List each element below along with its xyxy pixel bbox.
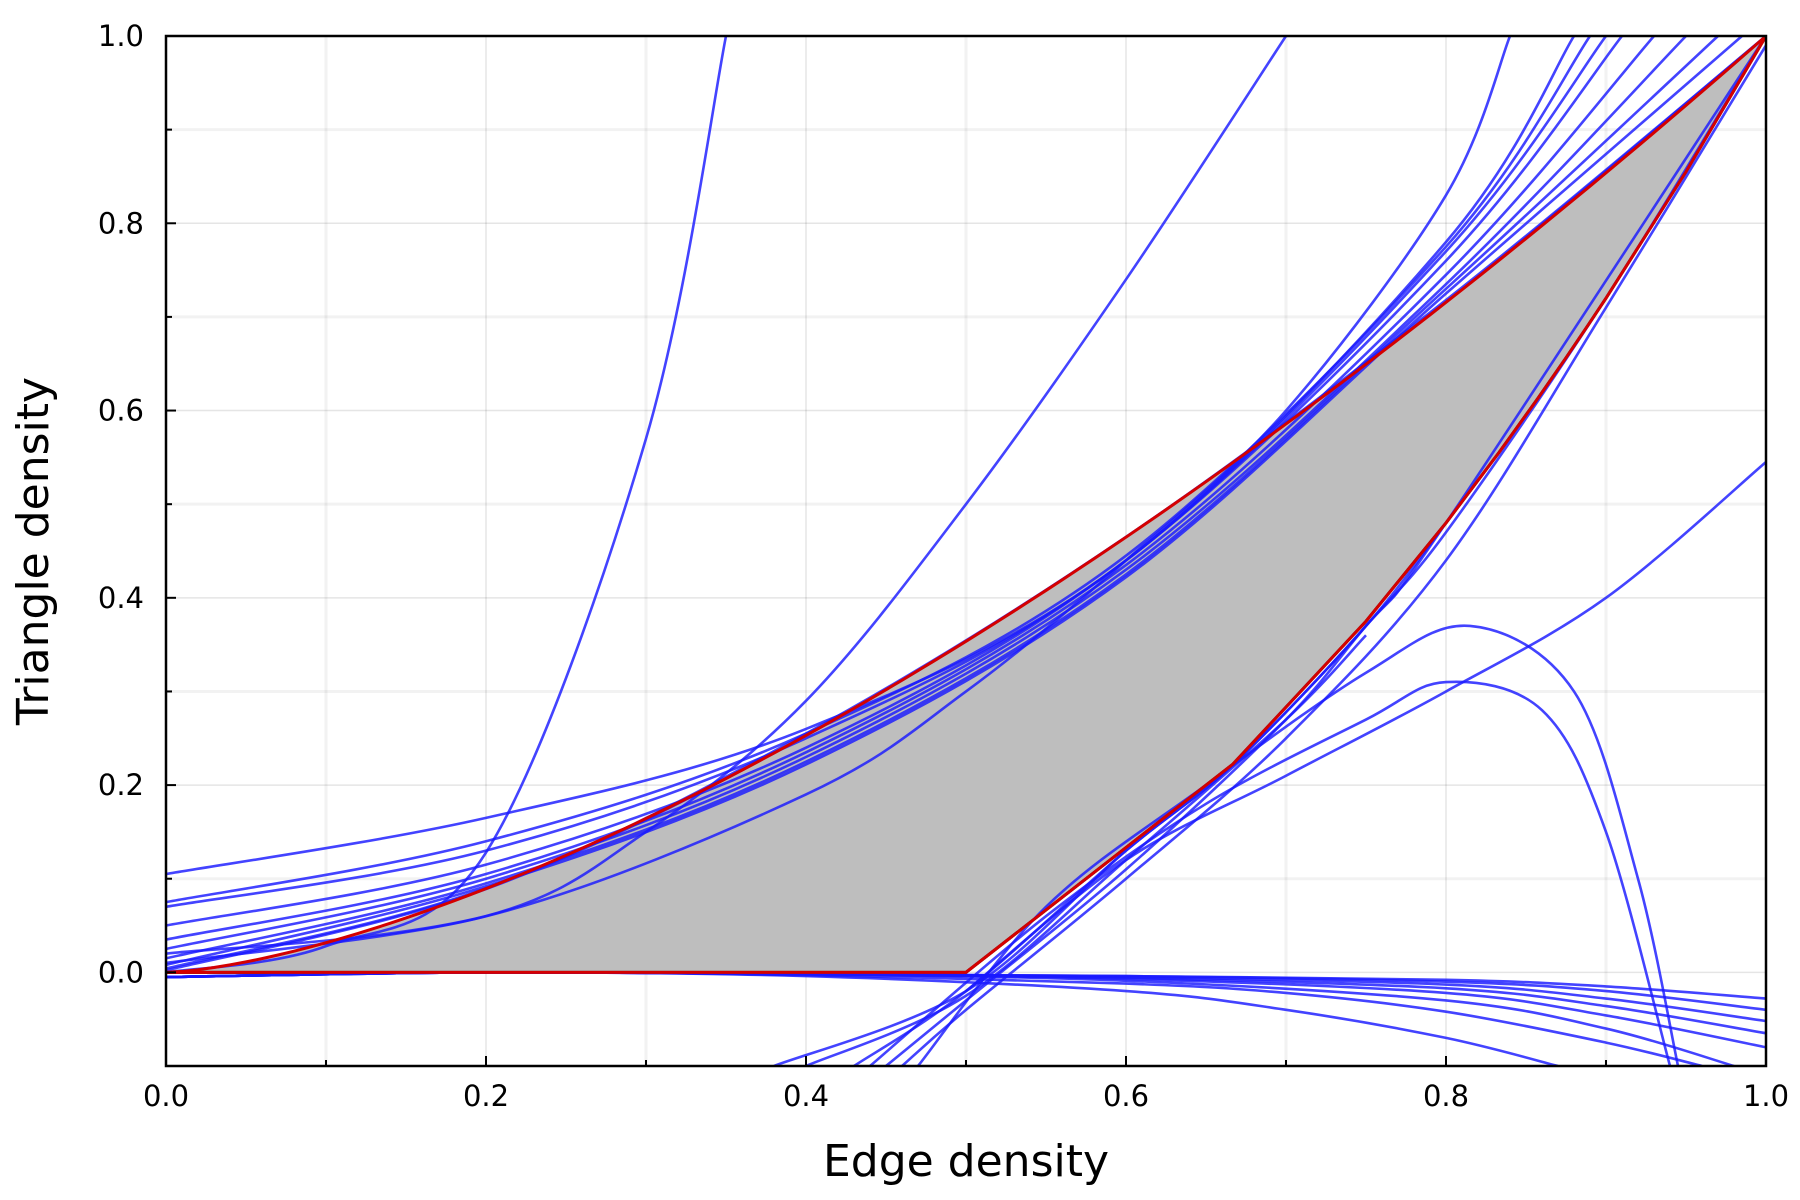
y-tick-label: 0.2 [98,768,144,802]
tangent-curve-3 [166,36,1576,876]
tangent-curve-20 [965,461,1766,993]
tangent-curve-7 [166,36,1655,941]
x-axis-title: Edge density [823,1136,1109,1187]
x-tick-label: 0.6 [1103,1079,1149,1113]
y-tick-label: 1.0 [98,19,144,53]
feasible-region-fill [166,36,1766,973]
x-tick-label: 0.0 [143,1079,189,1113]
tangent-curve-18 [916,624,1680,1066]
tangent-curve-0 [166,36,728,974]
upper-boundary-curve [166,36,1766,974]
tick-labels: 0.0 0.2 0.4 0.6 0.8 1.0 0.0 0.2 0.4 0.6 0.8 1.0 [98,19,1789,1113]
tangent-curve-10 [166,36,1743,967]
region-boundary [166,36,1766,974]
tangent-curve-16 [773,522,1448,1066]
y-tick-label: 0.0 [98,955,144,989]
y-tick-label: 0.6 [98,394,144,428]
axes [164,34,1768,1068]
x-tick-label: 0.4 [783,1079,829,1113]
y-tick-label: 0.8 [98,206,144,240]
tangent-curve-9 [166,36,1719,960]
tangent-curve-4 [166,36,1592,904]
x-tick-label: 0.2 [463,1079,509,1113]
y-axis-title: Triangle density [8,377,59,726]
tangent-curve-6 [166,36,1624,927]
y-tick-label: 0.4 [98,581,144,615]
x-tick-label: 1.0 [1743,1079,1789,1113]
tangent-curve-5 [166,36,1608,909]
tangent-curve-19 [869,680,1672,1066]
x-tick-label: 0.8 [1423,1079,1469,1113]
lower-boundary-curve [166,36,1766,974]
tangent-curve-8 [166,36,1687,951]
